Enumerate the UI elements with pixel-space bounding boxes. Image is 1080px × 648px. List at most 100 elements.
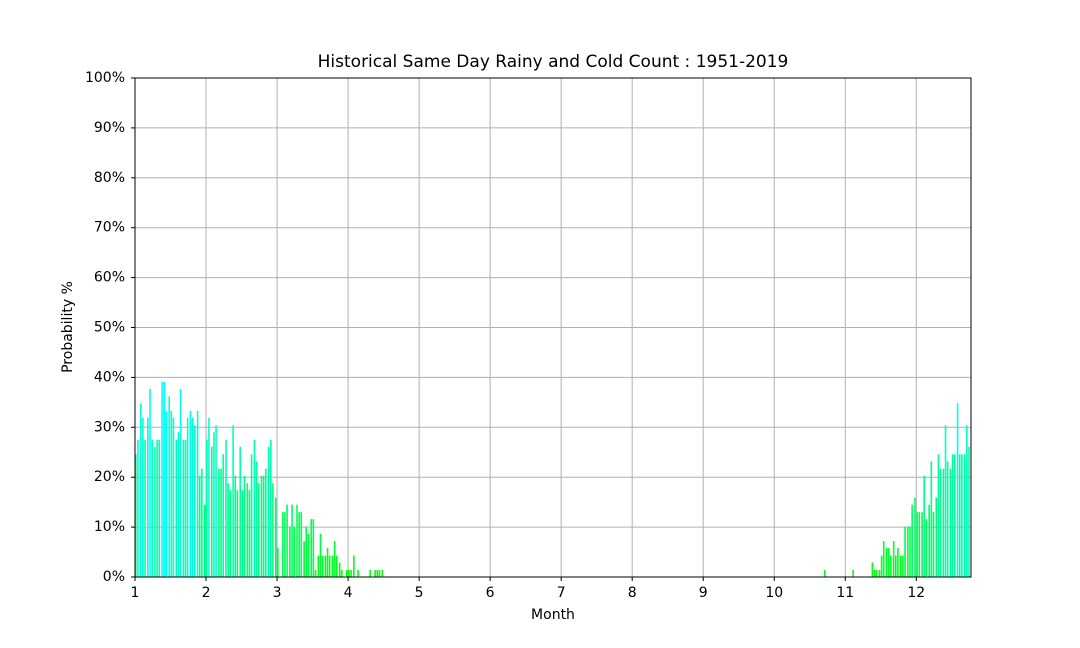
bar (880, 555, 883, 577)
bar (921, 512, 923, 577)
y-tick-label: 100% (85, 70, 125, 86)
bar (963, 454, 966, 577)
bar (243, 475, 246, 577)
bar (147, 417, 149, 577)
bar (942, 468, 945, 577)
bar (184, 439, 187, 577)
x-axis-label: Month (531, 607, 575, 623)
bar (196, 410, 199, 577)
bar (916, 512, 918, 577)
bar (369, 570, 371, 577)
x-tick-label: 3 (273, 585, 282, 601)
bar (158, 439, 161, 577)
y-tick-label: 50% (94, 320, 125, 336)
bar (298, 512, 300, 577)
bar (257, 483, 260, 577)
bar (189, 410, 192, 577)
bar (149, 388, 151, 577)
bar (923, 475, 926, 577)
y-tick-label: 30% (94, 419, 125, 435)
bar (324, 555, 327, 577)
bar (871, 562, 874, 577)
bar (918, 512, 921, 577)
bar (255, 461, 258, 577)
bar (331, 555, 334, 577)
bar (177, 432, 180, 577)
x-tick-label: 12 (907, 585, 925, 601)
bar (144, 439, 146, 577)
bar (873, 570, 876, 577)
bar (186, 417, 189, 577)
bar (904, 526, 906, 577)
y-tick-label: 80% (94, 170, 125, 186)
x-tick-label: 1 (131, 585, 140, 601)
bar (944, 425, 947, 577)
bar (875, 570, 878, 577)
bar (215, 425, 217, 577)
bar (193, 425, 196, 577)
bar (172, 417, 175, 577)
bar (220, 468, 222, 577)
bar (317, 555, 320, 577)
bar (246, 483, 249, 577)
bar (895, 555, 897, 577)
bar (229, 490, 232, 577)
bar (260, 475, 263, 577)
bar (154, 446, 156, 577)
bar (282, 512, 284, 577)
bar (961, 454, 963, 577)
bar (336, 555, 338, 577)
bar (958, 454, 961, 577)
bar (264, 468, 267, 577)
bar (328, 555, 331, 577)
bar (269, 439, 272, 577)
bar (890, 555, 892, 577)
bar (198, 475, 201, 577)
x-tick-label: 5 (415, 585, 424, 601)
bar (165, 410, 168, 577)
bar (381, 570, 384, 577)
bar (882, 541, 885, 577)
bar (277, 548, 279, 577)
bar (137, 439, 139, 577)
y-tick-label: 10% (94, 519, 125, 535)
bar (914, 497, 916, 577)
bar (305, 526, 308, 577)
bar (899, 555, 902, 577)
y-tick-label: 60% (94, 270, 125, 286)
bar (206, 439, 208, 577)
bar (902, 555, 904, 577)
bar (296, 504, 298, 577)
bar (340, 570, 343, 577)
bar (907, 526, 909, 577)
bar (935, 497, 938, 577)
bar (286, 504, 288, 577)
bar (170, 410, 173, 577)
bar (897, 548, 899, 577)
chart-title: Historical Same Day Rainy and Cold Count… (318, 52, 789, 72)
bar (307, 533, 310, 577)
bar (225, 439, 227, 577)
bar (201, 468, 203, 577)
x-tick-label: 4 (344, 585, 353, 601)
bar (135, 454, 137, 577)
bar (892, 541, 895, 577)
bar (312, 519, 315, 577)
bar (376, 570, 379, 577)
bar (250, 454, 253, 577)
bar (274, 497, 277, 577)
bar (303, 541, 305, 577)
bar (139, 403, 142, 577)
bar (949, 468, 952, 577)
x-tick-label: 6 (486, 585, 495, 601)
bar (350, 570, 352, 577)
bar (293, 526, 295, 577)
bar (203, 504, 206, 577)
x-tick-label: 11 (836, 585, 854, 601)
bar (182, 439, 185, 577)
x-tick-label: 8 (628, 585, 637, 601)
bar (966, 425, 968, 577)
bar (378, 570, 381, 577)
bar (248, 490, 251, 577)
bar (289, 526, 291, 577)
